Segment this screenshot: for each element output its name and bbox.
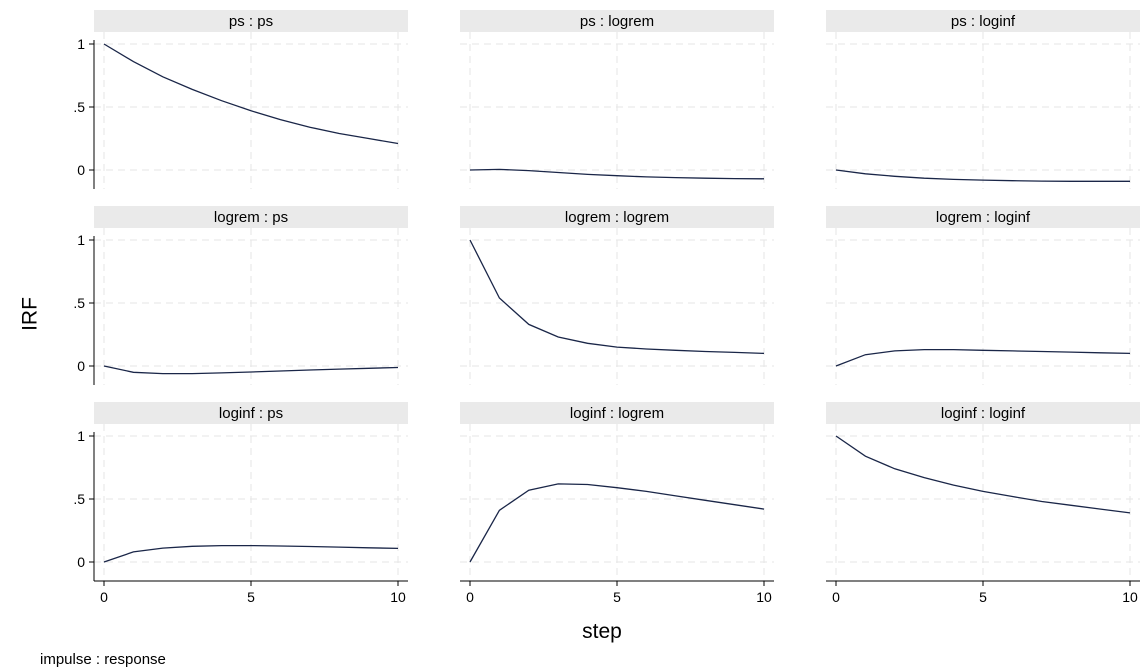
panel-ps-loginf: ps : loginf [826,10,1140,189]
irf-series-line [103,544,399,563]
panel-ps-logrem: ps : logrem [460,10,774,189]
x-tick-label: 0 [100,589,108,605]
irf-series-line [835,435,1131,514]
irf-series-line [103,365,399,375]
x-tick-label: 5 [979,589,987,605]
irf-series-line [469,168,765,180]
panel-strip [826,10,1140,32]
x-tick-label: 10 [390,589,406,605]
panel-loginf-loginf: loginf : loginf 0 5 10 [826,402,1140,605]
y-tick-label: .5 [73,295,85,311]
irf-series-line [469,483,765,563]
x-tick-label: 5 [247,589,255,605]
x-tick-label: 0 [466,589,474,605]
x-axis-label: step [582,620,622,643]
y-tick-label: 0 [77,554,85,570]
panel-title: ps : ps [229,13,273,30]
x-tick-label: 10 [756,589,772,605]
y-tick-label: 1 [77,232,85,248]
y-tick-label: 0 [77,358,85,374]
panel-grid: ps : ps 0 .5 1 ps : logrem ps : loginf logrem … [73,10,1140,605]
panel-title: logrem : ps [214,209,288,226]
x-tick-label: 10 [1122,589,1138,605]
y-tick-label: 1 [77,428,85,444]
panel-title: loginf : ps [219,405,283,422]
panel-title: ps : logrem [580,13,654,30]
irf-series-line [469,239,765,355]
panel-loginf-logrem: loginf : logrem 0 5 10 [460,402,774,605]
panel-title: loginf : logrem [570,405,664,422]
x-tick-label: 5 [613,589,621,605]
panel-strip [94,10,408,32]
panel-strip [94,402,408,424]
y-tick-label: 0 [77,162,85,178]
chart-note: impulse : response [40,651,166,668]
panel-title: logrem : logrem [565,209,669,226]
panel-loginf-ps: loginf : ps0.510 5 10 [73,402,408,605]
panel-ps-ps: ps : ps 0 .5 1 [73,10,408,189]
irf-series-line [835,169,1130,182]
panel-logrem-ps: logrem : ps 0 .5 1 [73,206,408,385]
panel-strip [826,402,1140,424]
panel-logrem-loginf: logrem : loginf [826,206,1140,385]
irf-series-line [103,43,399,145]
panel-title: ps : loginf [951,13,1016,30]
panel-strip [460,402,774,424]
panel-strip [460,10,774,32]
y-tick-label: .5 [73,99,85,115]
y-tick-label: 1 [77,36,85,52]
panel-logrem-logrem: logrem : logrem [460,206,774,385]
irf-series-line [835,348,1131,367]
y-tick-label: .5 [73,491,85,507]
x-tick-label: 0 [832,589,840,605]
panel-strip [94,206,408,228]
panel-strip [460,206,774,228]
panel-title: loginf : loginf [941,405,1026,422]
panel-strip [826,206,1140,228]
panel-title: logrem : loginf [936,209,1031,226]
y-axis-label: IRF [19,297,42,331]
